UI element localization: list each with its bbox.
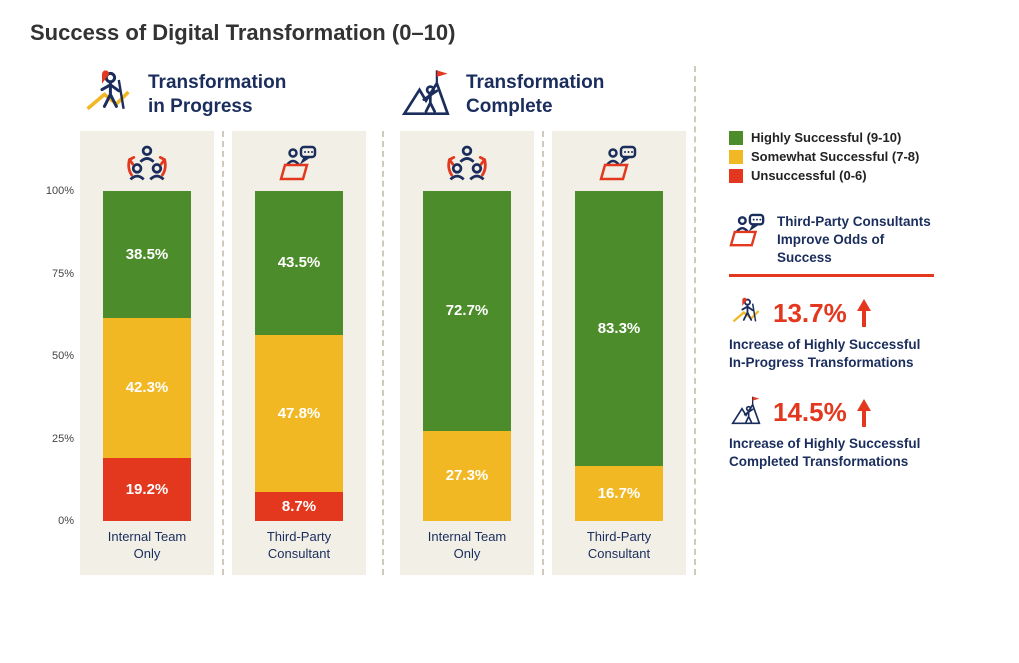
group-divider	[382, 131, 384, 575]
bar-segment-high: 83.3%	[575, 191, 663, 466]
main-row: Transformationin Progress TransformationC…	[30, 66, 989, 575]
bar-label: Internal TeamOnly	[104, 521, 191, 575]
y-axis: 0% 25% 50% 75% 100%	[30, 131, 80, 561]
y-tick: 0%	[58, 515, 74, 527]
stat-sub: Increase of Highly Successful In-Progres…	[729, 336, 934, 372]
bar-stack: 16.7%83.3%	[575, 191, 663, 521]
group-heading: TransformationComplete	[466, 71, 604, 119]
bar-segment-mid: 27.3%	[423, 431, 511, 521]
chart-row: 0%25%50%75%100% 19.2%42.3%38.5%Internal …	[30, 131, 686, 575]
bar-stack: 19.2%42.3%38.5%	[103, 191, 191, 521]
chart-title: Success of Digital Transformation (0–10)	[30, 20, 989, 46]
legend-label: Somewhat Successful (7-8)	[751, 149, 919, 164]
bar-segment-mid: 16.7%	[575, 466, 663, 521]
summit-flag-icon	[398, 66, 454, 123]
bar-segment-low: 8.7%	[255, 492, 343, 521]
stat-item: 13.7% Increase of Highly Successful In-Pr…	[729, 295, 934, 372]
bar-panel: 8.7%47.8%43.5%Third-PartyConsultant	[232, 131, 366, 575]
legend-label: Highly Successful (9-10)	[751, 130, 901, 145]
arrow-up-icon	[857, 399, 871, 411]
callout-heading: Third-Party Consultants Improve Odds of …	[729, 213, 934, 277]
bar-panel: 16.7%83.3%Third-PartyConsultant	[552, 131, 686, 575]
bar-panel: 27.3%72.7%Internal TeamOnly	[400, 131, 534, 575]
stats-block: 13.7% Increase of Highly Successful In-Pr…	[729, 295, 934, 472]
callout-heading-text: Third-Party Consultants Improve Odds of …	[777, 213, 934, 268]
stat-value: 14.5%	[773, 397, 847, 428]
legend: Highly Successful (9-10) Somewhat Success…	[729, 130, 934, 183]
sidebar: Highly Successful (9-10) Somewhat Success…	[704, 66, 934, 494]
y-tick: 100%	[46, 185, 74, 197]
bar-label: Third-PartyConsultant	[583, 521, 655, 575]
legend-swatch	[729, 131, 743, 145]
internal-team-icon	[125, 137, 169, 191]
bar-stack: 27.3%72.7%	[423, 191, 511, 521]
group-heading: Transformationin Progress	[148, 71, 286, 119]
consultant-icon	[599, 137, 639, 191]
legend-item: Somewhat Successful (7-8)	[729, 149, 934, 164]
consultant-icon	[279, 137, 319, 191]
legend-item: Highly Successful (9-10)	[729, 130, 934, 145]
stat-value: 13.7%	[773, 298, 847, 329]
bar-label: Internal TeamOnly	[424, 521, 511, 575]
internal-team-icon	[445, 137, 489, 191]
bar-segment-low: 19.2%	[103, 458, 191, 521]
bar-segment-high: 72.7%	[423, 191, 511, 431]
bar-divider	[542, 131, 544, 575]
hiker-icon	[729, 295, 763, 332]
legend-swatch	[729, 169, 743, 183]
arrow-up-icon	[857, 299, 871, 311]
bar-segment-mid: 42.3%	[103, 318, 191, 458]
bar-segment-mid: 47.8%	[255, 335, 343, 493]
y-tick: 25%	[52, 433, 74, 445]
group-headers: Transformationin Progress TransformationC…	[80, 66, 686, 123]
sidebar-divider	[694, 66, 696, 575]
stat-sub: Increase of Highly Successful Completed …	[729, 435, 934, 471]
y-tick: 50%	[52, 350, 74, 362]
stat-item: 14.5% Increase of Highly Successful Compl…	[729, 394, 934, 471]
legend-swatch	[729, 150, 743, 164]
consultant-icon	[729, 213, 767, 254]
bar-stack: 8.7%47.8%43.5%	[255, 191, 343, 521]
bar-segment-high: 38.5%	[103, 191, 191, 318]
legend-item: Unsuccessful (0-6)	[729, 168, 934, 183]
hiker-icon	[80, 68, 136, 121]
bar-panel: 19.2%42.3%38.5%Internal TeamOnly	[80, 131, 214, 575]
legend-label: Unsuccessful (0-6)	[751, 168, 867, 183]
bar-segment-high: 43.5%	[255, 191, 343, 335]
bar-label: Third-PartyConsultant	[263, 521, 335, 575]
chart-block: Transformationin Progress TransformationC…	[30, 66, 686, 575]
bar-groups: 19.2%42.3%38.5%Internal TeamOnly8.7%47.8…	[80, 131, 686, 575]
summit-flag-icon	[729, 394, 763, 431]
bar-divider	[222, 131, 224, 575]
y-tick: 75%	[52, 268, 74, 280]
